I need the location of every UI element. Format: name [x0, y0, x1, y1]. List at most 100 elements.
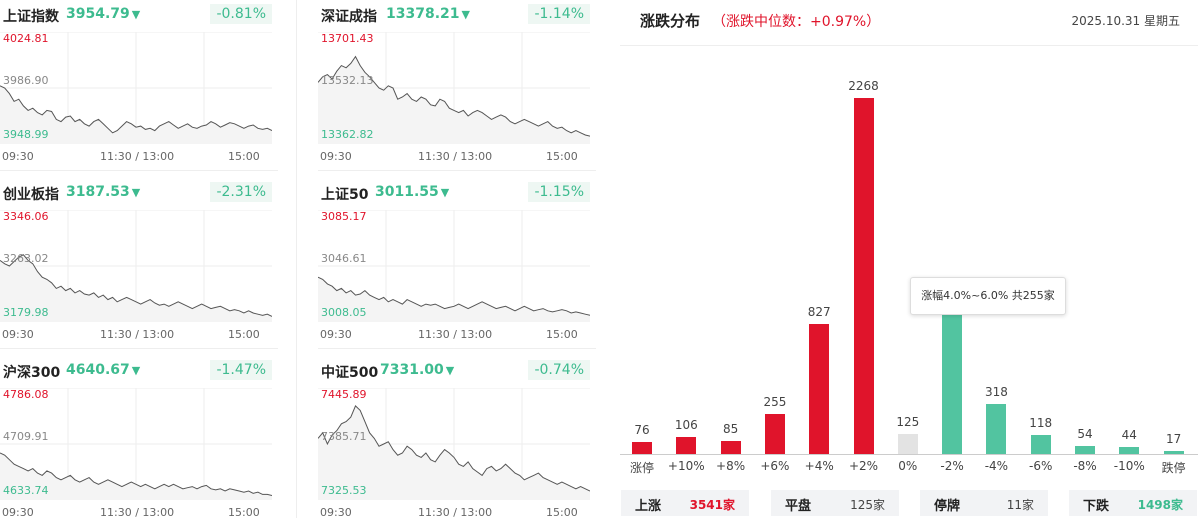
row-divider	[0, 170, 278, 171]
bar-value-label: 827	[807, 305, 831, 320]
index-value: 13378.21 ▼	[386, 6, 470, 22]
intraday-chart[interactable]: 3085.17 3046.61 3008.05 09:30 11:30 / 13:00 1…	[318, 210, 590, 341]
index-panel[interactable]: 沪深300 4640.67 ▼ -1.47% 4786.08 4709.91 4633.74…	[0, 356, 278, 519]
summary-stat: 下跌 1498家	[1069, 490, 1197, 516]
time-axis-label: 15:00	[228, 328, 260, 341]
bar-category-label: +8%	[716, 459, 746, 473]
price-mid-label: 3263.02	[3, 252, 49, 265]
bar-value-label: 318	[984, 385, 1008, 400]
index-panel[interactable]: 创业板指 3187.53 ▼ -2.31% 3346.06 3263.02 3179.98 0…	[0, 178, 278, 341]
distribution-bar[interactable]	[632, 442, 652, 454]
bar-category-label: -2%	[940, 459, 964, 473]
index-panel[interactable]: 上证50 3011.55 ▼ -1.15% 3085.17 3046.61 3008.05 0…	[318, 178, 596, 341]
bar-value-label: 2268	[848, 79, 879, 93]
distribution-bar[interactable]	[942, 276, 963, 454]
intraday-line	[0, 452, 272, 496]
summary-stat: 上涨 3541家	[621, 490, 749, 516]
price-low-label: 3948.99	[3, 128, 49, 141]
index-panel[interactable]: 上证指数 3954.79 ▼ -0.81% 4024.81 3986.90 3948.99 0…	[0, 0, 278, 163]
intraday-chart[interactable]: 13701.43 13532.13 13362.82 09:30 11:30 / 13:…	[318, 32, 590, 163]
distribution-bar[interactable]	[853, 98, 874, 454]
summary-stat-label: 上涨	[635, 499, 662, 514]
index-panel[interactable]: 深证成指 13378.21 ▼ -1.14% 13701.43 13532.13 13362…	[318, 0, 596, 163]
summary-stat-value: 11家	[1006, 498, 1034, 512]
price-mid-label: 7385.71	[321, 430, 367, 443]
intraday-chart[interactable]: 7445.89 7385.71 7325.53 09:30 11:30 / 13:00 1…	[318, 388, 590, 519]
index-name: 中证500	[321, 365, 379, 381]
distribution-bar[interactable]	[809, 324, 830, 454]
bar-category-label: +6%	[760, 459, 790, 473]
intraday-area	[0, 453, 272, 500]
summary-stat: 平盘 125家	[771, 490, 899, 516]
distribution-bar[interactable]	[1163, 451, 1184, 454]
index-change-badge: -0.74%	[528, 360, 590, 380]
intraday-chart[interactable]: 4024.81 3986.90 3948.99 09:30 11:30 / 13:00 1…	[0, 32, 272, 163]
intraday-area	[0, 254, 272, 322]
bar-category-label: 跌停	[1161, 461, 1186, 475]
time-axis-label: 11:30 / 13:00	[100, 328, 175, 341]
distribution-bar[interactable]	[676, 437, 697, 454]
index-value: 3954.79 ▼	[66, 6, 141, 22]
time-axis-label: 09:30	[320, 506, 352, 519]
bar-tooltip: 涨幅4.0%~6.0% 共255家	[910, 277, 1066, 315]
summary-stat-label: 停牌	[934, 499, 961, 514]
bar-value-label: 44	[1121, 428, 1137, 443]
intraday-line-svg	[318, 210, 590, 322]
row-divider	[318, 170, 596, 171]
time-axis-label: 09:30	[2, 150, 34, 163]
distribution-bar[interactable]	[764, 413, 785, 454]
bar-category-label: 涨停	[629, 461, 654, 475]
index-header: 创业板指 3187.53 ▼ -2.31%	[0, 178, 278, 204]
bar-category-label: 0%	[898, 459, 918, 473]
summary-stat-value: 1498家	[1137, 498, 1183, 512]
distribution-bar[interactable]	[1030, 435, 1051, 454]
index-header: 沪深300 4640.67 ▼ -1.47%	[0, 356, 278, 382]
distribution-bar[interactable]	[986, 404, 1007, 454]
row-divider	[0, 348, 278, 349]
index-panel[interactable]: 中证500 7331.00 ▼ -0.74% 7445.89 7385.71 7325.53…	[318, 356, 596, 519]
index-header: 中证500 7331.00 ▼ -0.74%	[318, 356, 596, 382]
index-header: 深证成指 13378.21 ▼ -1.14%	[318, 0, 596, 26]
down-arrow-icon: ▼	[131, 8, 141, 21]
index-name: 创业板指	[3, 187, 59, 203]
distribution-bar[interactable]	[720, 440, 741, 454]
bar-value-label: 17	[1165, 432, 1182, 447]
intraday-line-svg	[318, 388, 590, 500]
intraday-line	[318, 405, 590, 492]
index-change-badge: -1.47%	[210, 360, 272, 380]
distribution-bar[interactable]	[1119, 447, 1140, 454]
distribution-bar[interactable]	[897, 434, 918, 454]
down-arrow-icon: ▼	[440, 186, 450, 199]
bar-value-label: 106	[674, 418, 698, 433]
intraday-line-svg	[318, 32, 590, 144]
bar-value-label: 85	[722, 421, 739, 436]
summary-stat-label: 平盘	[785, 499, 812, 514]
time-axis-label: 11:30 / 13:00	[418, 506, 493, 519]
index-change-badge: -1.14%	[528, 4, 590, 24]
time-axis-label: 15:00	[546, 150, 578, 163]
index-change-badge: -2.31%	[210, 182, 272, 202]
down-arrow-icon: ▼	[131, 186, 141, 199]
bar-value-label: 54	[1077, 426, 1093, 441]
summary-stat-label: 下跌	[1083, 499, 1110, 514]
intraday-chart[interactable]: 3346.06 3263.02 3179.98 09:30 11:30 / 13:00 1…	[0, 210, 272, 341]
price-high-label: 4786.08	[3, 388, 49, 401]
price-mid-label: 4709.91	[3, 430, 49, 443]
price-high-label: 13701.43	[321, 32, 374, 45]
intraday-line-svg	[0, 388, 272, 500]
intraday-line	[0, 254, 272, 317]
time-axis-label: 11:30 / 13:00	[100, 150, 175, 163]
intraday-area	[0, 85, 272, 144]
price-high-label: 4024.81	[3, 32, 49, 45]
index-value: 4640.67 ▼	[66, 362, 141, 378]
down-arrow-icon: ▼	[131, 364, 141, 377]
distribution-bar[interactable]	[1075, 445, 1095, 454]
bar-category-label: +4%	[804, 459, 834, 473]
price-low-label: 13362.82	[321, 128, 374, 141]
time-axis-label: 15:00	[546, 506, 578, 519]
intraday-chart[interactable]: 4786.08 4709.91 4633.74 09:30 11:30 / 13:00 1…	[0, 388, 272, 519]
price-low-label: 3008.05	[321, 306, 367, 319]
price-mid-label: 13532.13	[321, 74, 374, 87]
intraday-line	[318, 276, 590, 316]
intraday-area	[318, 405, 590, 500]
